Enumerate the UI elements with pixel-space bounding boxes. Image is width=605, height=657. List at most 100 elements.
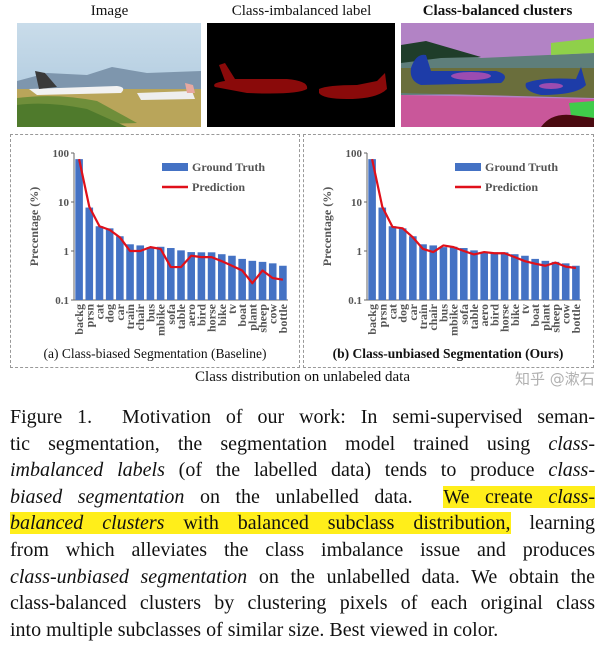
- caption-line: into multiple subclasses of similar size…: [10, 617, 595, 644]
- panel-title-image: Image: [90, 3, 129, 19]
- category-label: plant: [538, 304, 552, 331]
- y-axis-label: Precentage (%): [27, 187, 41, 266]
- bar-tv: [521, 255, 529, 300]
- caption-text: class-: [548, 459, 595, 482]
- caption-line: from which alleviates the class imbalanc…: [10, 537, 595, 564]
- caption-text: on the unlabelled data. We obtain the: [247, 565, 595, 588]
- caption-text: class-balanced clusters by clustering pi…: [10, 592, 595, 615]
- y-tick-label: 100: [53, 148, 70, 160]
- bar-tv: [228, 255, 236, 300]
- bar-dog: [105, 228, 114, 300]
- airplane-photo: [17, 23, 201, 127]
- category-label: bottle: [569, 303, 583, 333]
- bar-chair: [136, 245, 145, 300]
- category-label: cow: [266, 304, 280, 324]
- caption-line: tic segmentation, the segmentation model…: [10, 431, 595, 458]
- bar-cat: [388, 226, 397, 300]
- bar-boat: [238, 258, 246, 300]
- chart-b-frame: [303, 134, 594, 368]
- category-label: dog: [396, 304, 410, 323]
- class-balanced-clusters-map: [401, 23, 594, 127]
- bar-chair: [429, 245, 438, 300]
- category-label: tv: [518, 304, 532, 314]
- chart-title: (a) Class-biased Segmentation (Baseline): [43, 346, 266, 361]
- category-label: bird: [487, 304, 501, 326]
- caption-line: imbalanced labels (of the labelled data)…: [10, 457, 595, 484]
- highlighted-text: with balanced subclass distribution,: [164, 512, 511, 535]
- category-label: bike: [215, 303, 229, 326]
- chart-class-unbiased: 0.1 1 10 100 Precentage (%) backgprsncatdogca…: [320, 148, 583, 361]
- bar-cow: [268, 263, 277, 300]
- category-label: backg: [72, 304, 86, 335]
- caption-text: from which alleviates the class imbalanc…: [10, 538, 595, 561]
- bar-mbike: [156, 246, 165, 300]
- prediction-line: [371, 158, 577, 270]
- bar-bird: [197, 252, 206, 300]
- caption-text: biased segmentation: [10, 485, 185, 508]
- caption-line: biased segmentation on the unlabelled da…: [10, 484, 595, 511]
- prediction-line: [78, 158, 284, 285]
- category-label: dog: [103, 304, 117, 323]
- caption-text: class-: [548, 432, 595, 455]
- caption-text: Figure 1. Motivation of our work: In sem…: [10, 406, 595, 428]
- bar-sheep: [258, 261, 267, 300]
- category-label: sheep: [256, 304, 270, 333]
- legend-label-prediction: Prediction: [192, 180, 245, 194]
- category-label: bus: [143, 304, 157, 322]
- bar-aero: [187, 252, 195, 300]
- category-label: car: [406, 303, 420, 320]
- bar-train: [126, 244, 134, 300]
- bar-table: [177, 250, 185, 300]
- bar-car: [116, 236, 124, 300]
- category-label: prsn: [82, 304, 96, 328]
- bar-backg: [75, 159, 83, 300]
- category-label: tv: [225, 304, 239, 314]
- bar-bike: [510, 254, 519, 300]
- category-label: table: [174, 303, 188, 329]
- bar-dog: [398, 228, 407, 300]
- bar-table: [470, 250, 478, 300]
- bar-boat: [531, 258, 539, 300]
- watermark: 知乎 @漱石: [515, 370, 595, 388]
- bar-cow: [561, 263, 570, 300]
- bar-prsn: [85, 207, 94, 300]
- bar-aero: [480, 252, 488, 300]
- y-tick-label: 10: [58, 197, 70, 209]
- figure-caption: Figure 1. Motivation of our work: In sem…: [10, 404, 595, 643]
- category-label: bird: [194, 304, 208, 326]
- highlighted-text: We create: [443, 485, 549, 508]
- category-label: cat: [385, 304, 399, 319]
- caption-line: class-balanced clusters by clustering pi…: [10, 590, 595, 617]
- category-label: sofa: [457, 304, 471, 325]
- category-label: mbike: [447, 303, 461, 336]
- category-label: train: [416, 304, 430, 330]
- category-label: sheep: [549, 304, 563, 333]
- bar-car: [409, 236, 417, 300]
- caption-line: balanced clusters with balanced subclass…: [10, 510, 595, 537]
- caption-text: imbalanced labels: [10, 459, 165, 482]
- y-tick-label: 10: [351, 197, 363, 209]
- category-label: bottle: [276, 303, 290, 333]
- bar-bottle: [279, 265, 287, 300]
- bar-bike: [217, 254, 226, 300]
- caption-text: tic segmentation, the segmentation model…: [10, 432, 549, 455]
- bar-horse: [500, 252, 509, 300]
- category-label: bus: [436, 304, 450, 322]
- bar-sofa: [167, 248, 175, 300]
- bar-bird: [490, 252, 499, 300]
- caption-text: class-unbiased segmentation: [10, 565, 248, 588]
- legend-label-prediction: Prediction: [485, 180, 538, 194]
- category-label: chair: [426, 303, 440, 330]
- y-axis-label: Precentage (%): [320, 187, 334, 266]
- category-label: aero: [477, 304, 491, 326]
- bar-backg: [368, 159, 376, 300]
- caption-text: (of the labelled data) tends to produce: [164, 459, 549, 482]
- bar-bus: [146, 247, 155, 300]
- category-label: prsn: [375, 304, 389, 328]
- bar-sofa: [460, 248, 468, 300]
- panel-title-clusters: Class-balanced clusters: [422, 3, 573, 19]
- caption-text: learning: [510, 512, 595, 535]
- bar-mbike: [449, 246, 458, 300]
- category-label: sofa: [164, 304, 178, 325]
- bar-plant: [248, 260, 257, 300]
